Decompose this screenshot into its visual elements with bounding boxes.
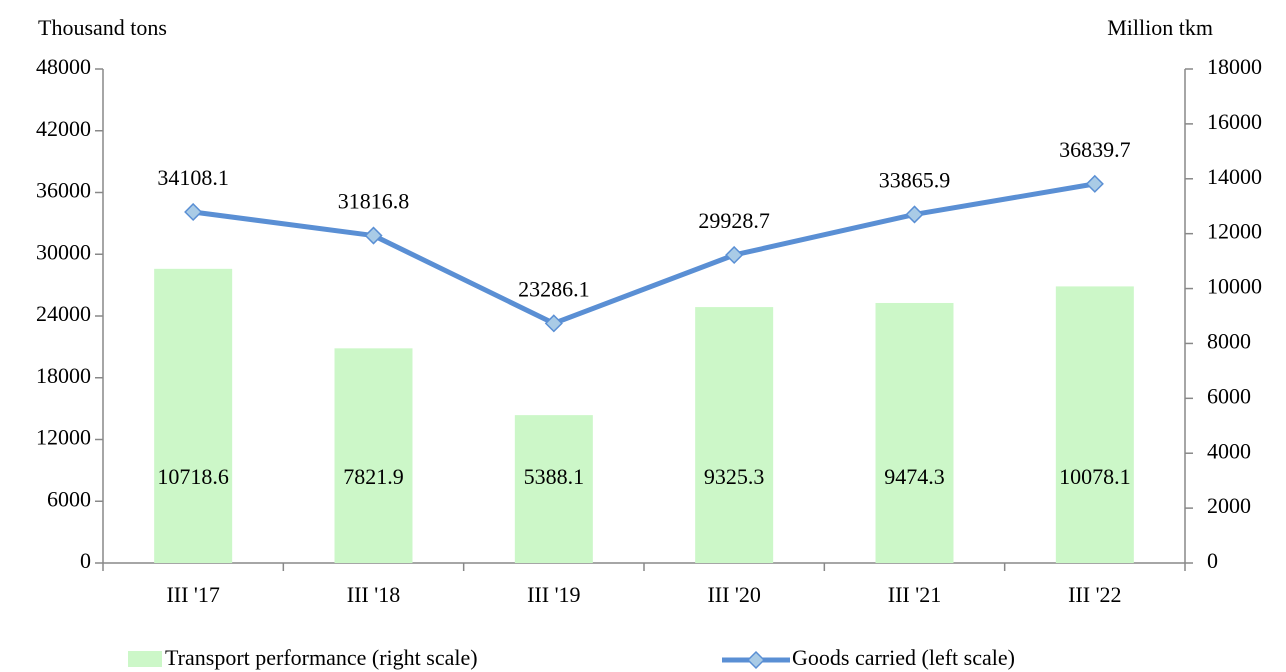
y2-tick-label: 12000 (1207, 219, 1262, 244)
bar (154, 268, 233, 563)
y-axis-label: Thousand tons (38, 15, 167, 40)
line-label: 34108.1 (157, 165, 229, 190)
bar (695, 307, 774, 563)
x-tick-label: III '20 (707, 582, 760, 607)
y-tick-label: 30000 (36, 239, 91, 264)
y2-tick-label: 8000 (1207, 328, 1251, 353)
y2-tick-label: 18000 (1207, 54, 1262, 79)
x-tick-label: III '18 (347, 582, 400, 607)
line-label: 23286.1 (518, 276, 590, 301)
y2-tick-label: 0 (1207, 548, 1218, 573)
legend-marker (746, 650, 766, 670)
legend-swatch (128, 651, 162, 667)
bar-label: 9325.3 (704, 464, 765, 489)
y-tick-label: 18000 (36, 363, 91, 388)
y2-tick-label: 16000 (1207, 109, 1262, 134)
y2-tick-label: 2000 (1207, 493, 1251, 518)
y-tick-label: 6000 (47, 486, 91, 511)
x-tick-label: III '17 (166, 582, 219, 607)
y2-tick-label: 14000 (1207, 164, 1262, 189)
y2-tick-label: 10000 (1207, 274, 1262, 299)
bar-label: 7821.9 (343, 464, 404, 489)
bar-label: 9474.3 (884, 464, 945, 489)
marker (725, 245, 744, 265)
line-label: 31816.8 (338, 189, 410, 214)
bar-label: 5388.1 (524, 464, 585, 489)
y-tick-label: 48000 (36, 54, 91, 79)
bar-label: 10078.1 (1059, 464, 1131, 489)
y-tick-label: 42000 (36, 116, 91, 141)
x-tick-label: III '22 (1068, 582, 1121, 607)
legend-label: Goods carried (left scale) (792, 645, 1015, 670)
y-tick-label: 24000 (36, 301, 91, 326)
line (192, 181, 1096, 326)
x-tick-label: III '19 (527, 582, 580, 607)
bar (514, 415, 593, 563)
y2-tick-label: 4000 (1207, 438, 1251, 463)
bar-label: 10718.6 (157, 464, 229, 489)
marker (544, 314, 563, 333)
y-tick-label: 36000 (36, 178, 91, 203)
marker (1085, 174, 1104, 193)
legend-label: Transport performance (right scale) (165, 645, 478, 670)
line-label: 29928.7 (698, 208, 770, 233)
y2-axis-label: Million tkm (1107, 15, 1213, 40)
bar (1055, 286, 1134, 563)
y-tick-label: 12000 (36, 425, 91, 450)
bar (334, 348, 413, 563)
marker (364, 226, 383, 245)
bar (875, 302, 954, 563)
marker (905, 205, 924, 224)
y-tick-label: 0 (80, 548, 91, 573)
line-label: 36839.7 (1059, 137, 1131, 162)
marker (184, 202, 203, 222)
line-label: 33865.9 (879, 168, 951, 193)
x-tick-label: III '21 (888, 582, 941, 607)
y2-tick-label: 6000 (1207, 383, 1251, 408)
